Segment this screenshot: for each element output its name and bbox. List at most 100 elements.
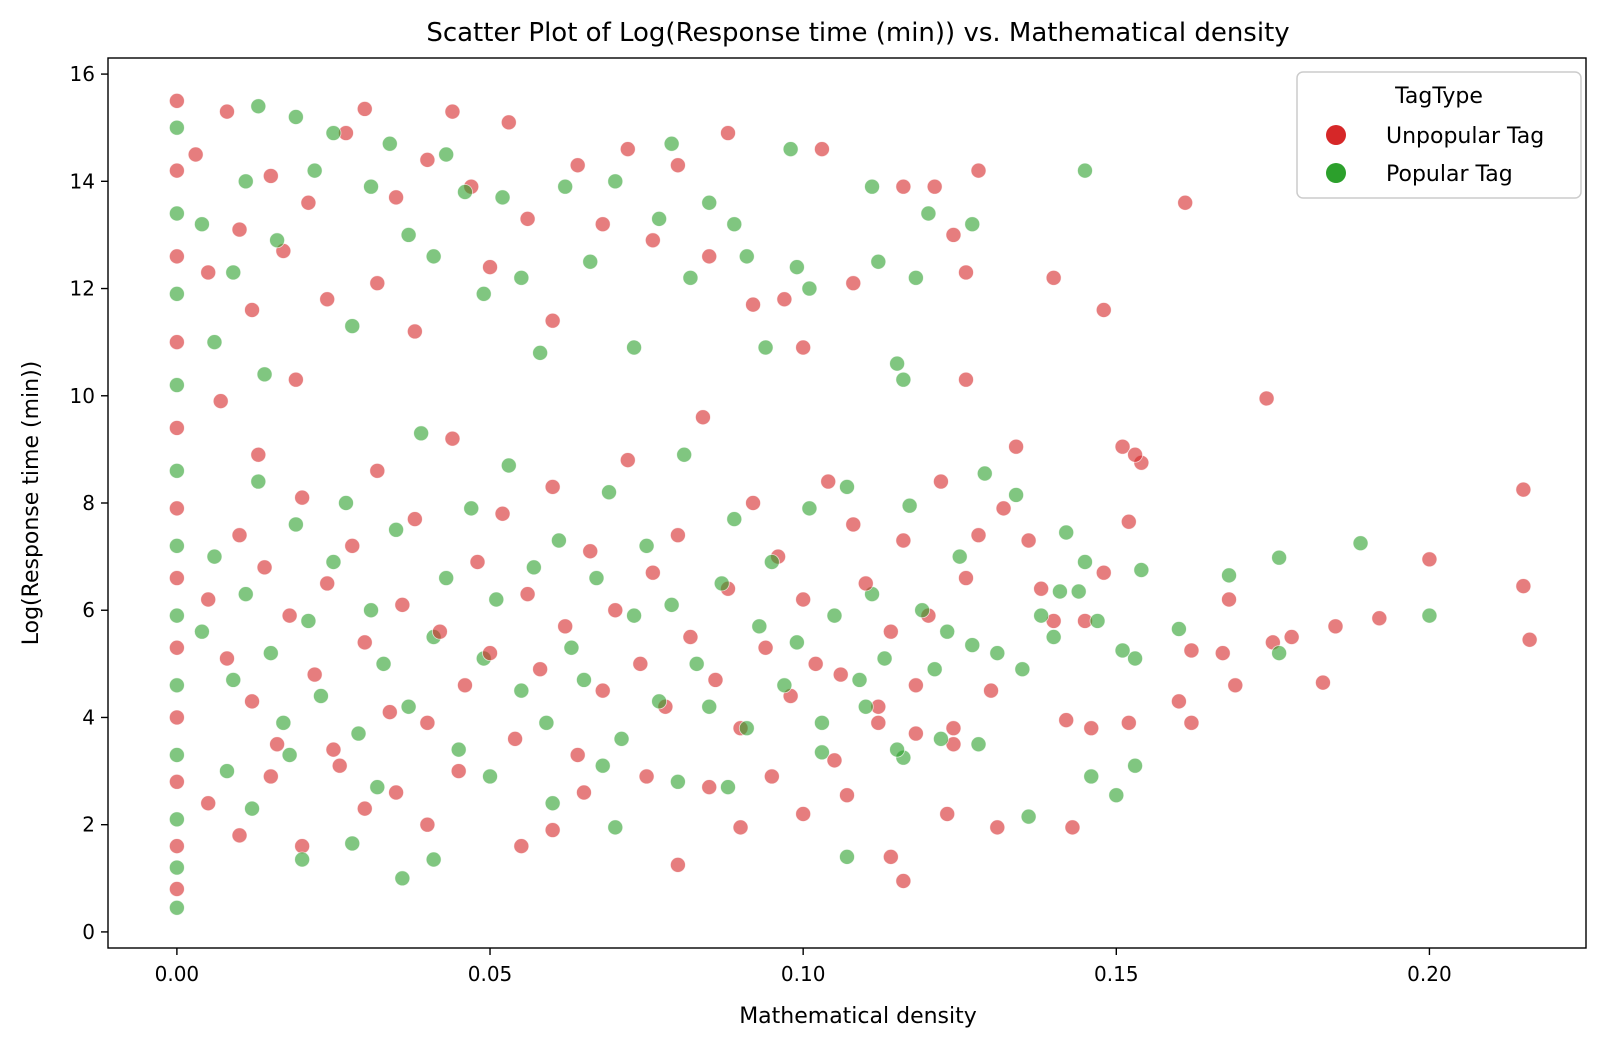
data-point-unpopular-tag	[607, 602, 624, 619]
data-point-unpopular-tag	[907, 677, 924, 694]
data-point-popular-tag	[219, 763, 235, 779]
data-point-unpopular-tag	[388, 784, 404, 801]
data-point-popular-tag	[964, 637, 981, 653]
data-point-unpopular-tag	[469, 554, 486, 570]
data-point-popular-tag	[194, 216, 210, 233]
data-point-popular-tag	[1089, 613, 1106, 629]
data-point-unpopular-tag	[644, 232, 661, 249]
data-point-popular-tag	[250, 473, 267, 490]
data-point-unpopular-tag	[168, 248, 185, 265]
data-point-unpopular-tag	[406, 511, 423, 527]
data-point-popular-tag	[776, 677, 793, 694]
data-point-popular-tag	[976, 465, 993, 482]
data-point-popular-tag	[594, 757, 611, 774]
legend-title: TagType	[1394, 84, 1483, 109]
data-point-popular-tag	[344, 835, 361, 852]
data-point-unpopular-tag	[732, 819, 749, 836]
y-tick-label: 14	[70, 169, 95, 193]
data-point-popular-tag	[826, 607, 843, 624]
y-tick-label: 0	[82, 920, 95, 944]
data-point-popular-tag	[651, 693, 668, 710]
data-point-unpopular-tag	[212, 393, 229, 410]
data-point-popular-tag	[500, 457, 517, 474]
data-point-popular-tag	[1045, 629, 1062, 645]
x-tick-label: 0.05	[468, 962, 513, 986]
data-point-unpopular-tag	[325, 741, 342, 758]
data-point-unpopular-tag	[895, 532, 912, 549]
y-tick-label: 12	[70, 277, 95, 301]
data-point-unpopular-tag	[839, 787, 855, 804]
data-point-popular-tag	[438, 146, 455, 163]
data-point-unpopular-tag	[1183, 714, 1200, 731]
data-point-unpopular-tag	[1020, 532, 1037, 549]
data-point-popular-tag	[363, 602, 379, 619]
data-point-unpopular-tag	[926, 178, 943, 195]
data-point-unpopular-tag	[444, 430, 461, 447]
data-point-unpopular-tag	[1327, 618, 1344, 635]
data-point-unpopular-tag	[482, 259, 498, 275]
data-point-popular-tag	[1127, 757, 1143, 774]
data-point-unpopular-tag	[670, 856, 686, 873]
data-point-popular-tag	[350, 725, 367, 742]
data-point-popular-tag	[168, 286, 185, 302]
data-point-popular-tag	[588, 570, 605, 586]
data-point-unpopular-tag	[807, 655, 824, 672]
data-point-popular-tag	[814, 744, 830, 761]
data-point-popular-tag	[607, 819, 624, 836]
data-point-unpopular-tag	[219, 650, 235, 667]
data-point-unpopular-tag	[168, 709, 185, 726]
data-point-popular-tag	[889, 355, 906, 372]
data-point-popular-tag	[757, 339, 774, 356]
data-point-popular-tag	[782, 141, 799, 158]
data-point-popular-tag	[1014, 661, 1031, 678]
data-point-unpopular-tag	[219, 103, 235, 120]
data-point-unpopular-tag	[619, 141, 636, 158]
data-point-unpopular-tag	[231, 527, 248, 544]
data-point-popular-tag	[920, 205, 937, 222]
data-point-unpopular-tag	[958, 371, 974, 388]
data-point-popular-tag	[244, 800, 260, 817]
data-point-unpopular-tag	[701, 779, 718, 796]
data-point-unpopular-tag	[933, 473, 949, 490]
data-point-unpopular-tag	[1315, 674, 1331, 691]
data-point-unpopular-tag	[594, 216, 611, 233]
data-point-unpopular-tag	[306, 666, 323, 683]
data-point-popular-tag	[857, 698, 874, 715]
data-point-popular-tag	[425, 851, 442, 868]
data-point-popular-tag	[839, 848, 855, 865]
data-point-popular-tag	[1077, 554, 1093, 570]
data-point-popular-tag	[168, 205, 185, 222]
data-point-unpopular-tag	[450, 763, 467, 779]
data-point-unpopular-tag	[369, 275, 386, 292]
y-tick-label: 6	[82, 598, 95, 622]
data-point-popular-tag	[325, 554, 342, 570]
data-point-popular-tag	[513, 682, 530, 699]
data-point-unpopular-tag	[1058, 712, 1075, 729]
data-point-popular-tag	[1271, 549, 1288, 566]
data-point-popular-tag	[475, 286, 492, 302]
data-point-unpopular-tag	[638, 768, 655, 785]
data-point-popular-tag	[1077, 162, 1093, 179]
y-tick-label: 2	[82, 813, 95, 837]
data-point-unpopular-tag	[1095, 564, 1112, 581]
data-point-popular-tag	[488, 591, 505, 608]
x-tick-label: 0.20	[1407, 962, 1452, 986]
data-point-popular-tag	[788, 259, 805, 275]
data-point-unpopular-tag	[795, 806, 812, 822]
data-point-popular-tag	[281, 747, 298, 763]
data-point-unpopular-tag	[356, 101, 373, 117]
data-point-unpopular-tag	[958, 570, 974, 586]
legend-marker-unpopular	[1326, 125, 1346, 145]
data-point-popular-tag	[394, 870, 411, 887]
data-point-unpopular-tag	[513, 838, 530, 855]
data-point-popular-tag	[1352, 535, 1369, 552]
data-point-popular-tag	[250, 98, 267, 115]
legend: TagType Unpopular Tag Popular Tag	[1296, 71, 1582, 199]
data-point-popular-tag	[381, 135, 398, 152]
chart-title: Scatter Plot of Log(Response time (min))…	[426, 18, 1289, 48]
data-point-unpopular-tag	[444, 103, 461, 120]
data-point-popular-tag	[225, 672, 242, 688]
data-point-popular-tag	[814, 714, 830, 731]
data-point-unpopular-tag	[989, 819, 1006, 836]
data-point-popular-tag	[613, 731, 630, 747]
